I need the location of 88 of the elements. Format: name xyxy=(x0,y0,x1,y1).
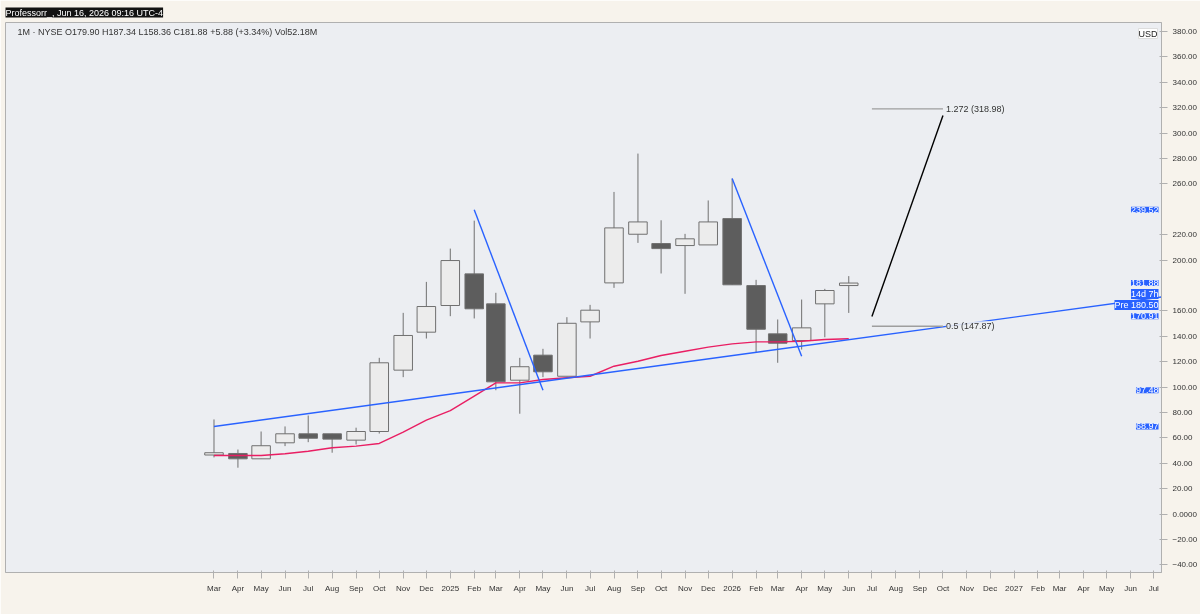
x-tick-label: Aug xyxy=(606,583,622,593)
x-tick-label: Mar xyxy=(770,583,785,593)
candlestick xyxy=(651,219,671,274)
candlestick xyxy=(580,304,600,340)
x-tick-label: Feb xyxy=(1031,583,1046,593)
annotation: 181.88 xyxy=(1130,278,1159,289)
x-tick-label: Apr xyxy=(795,583,809,593)
candlestick xyxy=(675,233,695,295)
x-tick-label: Dec xyxy=(701,583,716,593)
annotation: 97.48 xyxy=(1135,385,1159,396)
x-tick-label: May xyxy=(535,583,551,593)
x-tick-label: 2027 xyxy=(1005,583,1024,593)
x-tick-label: Jun xyxy=(842,583,856,593)
x-tick-label: Jul xyxy=(303,583,314,593)
x-tick-label: Dec xyxy=(982,583,998,593)
candlestick xyxy=(251,431,271,460)
x-tick-label: Feb xyxy=(467,583,482,593)
x-tick-label: Jun xyxy=(1124,583,1138,593)
x-tick-label: Sep xyxy=(912,583,928,593)
y-tick-label: 120.00 xyxy=(1172,357,1198,367)
y-tick-label: 0.0000 xyxy=(1172,509,1198,519)
x-tick-label: May xyxy=(253,583,269,593)
candlestick xyxy=(298,415,318,443)
annotation: 14d 7h xyxy=(1130,289,1159,300)
y-tick-label: 220.00 xyxy=(1172,230,1198,240)
y-tick-label: 260.00 xyxy=(1172,179,1198,189)
x-tick-label: Dec xyxy=(419,583,434,593)
annotation: Pre 180.50 xyxy=(1114,300,1159,311)
annotation: 239.52 xyxy=(1130,204,1159,215)
x-tick-label: Jul xyxy=(584,583,596,593)
x-tick-label: Mar xyxy=(207,583,222,593)
candlestick xyxy=(510,357,530,415)
annotation: 1.272 (318.98) xyxy=(945,103,1005,114)
x-tick-label: Oct xyxy=(936,583,950,593)
chart-subtitle: 1M · NYSE O179.90 H187.34 L158.36 C181.88 +5.88 (+3.34%) Vol52.18M xyxy=(17,26,318,37)
x-tick-label: Jun xyxy=(560,583,574,593)
x-tick-label: Jun xyxy=(278,583,292,593)
y-tick-label: 140.00 xyxy=(1172,331,1198,341)
x-tick-label: 2026 xyxy=(723,583,742,593)
y-tick-label: 40.00 xyxy=(1172,458,1194,468)
candlestick xyxy=(838,275,859,314)
annotation: 0.5 (147.87) xyxy=(945,321,995,332)
x-tick-label: Nov xyxy=(677,583,693,593)
x-tick-label: Jul xyxy=(1148,583,1160,593)
x-tick-label: May xyxy=(817,583,833,593)
x-tick-label: Oct xyxy=(373,583,387,593)
annotation: 170.91 xyxy=(1130,311,1159,322)
candlestick xyxy=(275,425,295,447)
candlestick xyxy=(698,199,718,246)
x-tick-label: Apr xyxy=(1077,583,1091,593)
x-tick-label: Aug xyxy=(325,583,340,593)
x-tick-label: 2025 xyxy=(441,583,460,593)
y-tick-label: −20.00 xyxy=(1172,534,1198,544)
x-tick-label: Sep xyxy=(348,583,364,593)
y-tick-label: 200.00 xyxy=(1172,255,1198,265)
candlestick xyxy=(204,418,224,458)
candlestick xyxy=(533,348,553,378)
y-tick-label: 20.00 xyxy=(1172,484,1194,494)
candlestick xyxy=(322,433,342,454)
y-tick-label: 340.00 xyxy=(1172,77,1198,87)
x-tick-label: Aug xyxy=(888,583,903,593)
y-tick-label: 60.00 xyxy=(1172,433,1194,443)
x-tick-label: Mar xyxy=(1052,583,1067,593)
y-tick-label: 160.00 xyxy=(1172,306,1198,316)
candlestick xyxy=(628,153,648,244)
y-axis-title: USD xyxy=(1138,28,1158,39)
y-tick-label: 300.00 xyxy=(1172,128,1198,138)
annotation: 68.97 xyxy=(1135,421,1159,432)
y-tick-label: −40.00 xyxy=(1172,560,1198,570)
y-tick-label: 80.00 xyxy=(1172,407,1194,417)
candlestick xyxy=(791,299,812,351)
x-tick-label: Nov xyxy=(959,583,975,593)
y-tick-label: 380.00 xyxy=(1172,26,1198,36)
x-tick-label: Feb xyxy=(749,583,764,593)
chart-title: Professorr_, Jun 16, 2026 09:16 UTC-4 xyxy=(5,7,164,18)
y-tick-label: 360.00 xyxy=(1172,52,1198,62)
x-tick-label: Oct xyxy=(654,583,669,593)
x-tick-label: Jul xyxy=(866,583,878,593)
y-tick-label: 320.00 xyxy=(1172,103,1198,113)
x-tick-label: Nov xyxy=(396,583,411,593)
x-tick-label: Mar xyxy=(488,583,504,593)
x-tick-label: Sep xyxy=(630,583,646,593)
x-tick-label: Apr xyxy=(513,583,527,593)
x-tick-label: Apr xyxy=(231,583,245,593)
x-tick-label: May xyxy=(1099,583,1115,593)
y-tick-label: 100.00 xyxy=(1172,382,1198,392)
y-tick-label: 280.00 xyxy=(1172,153,1198,163)
candlestick xyxy=(815,288,835,338)
